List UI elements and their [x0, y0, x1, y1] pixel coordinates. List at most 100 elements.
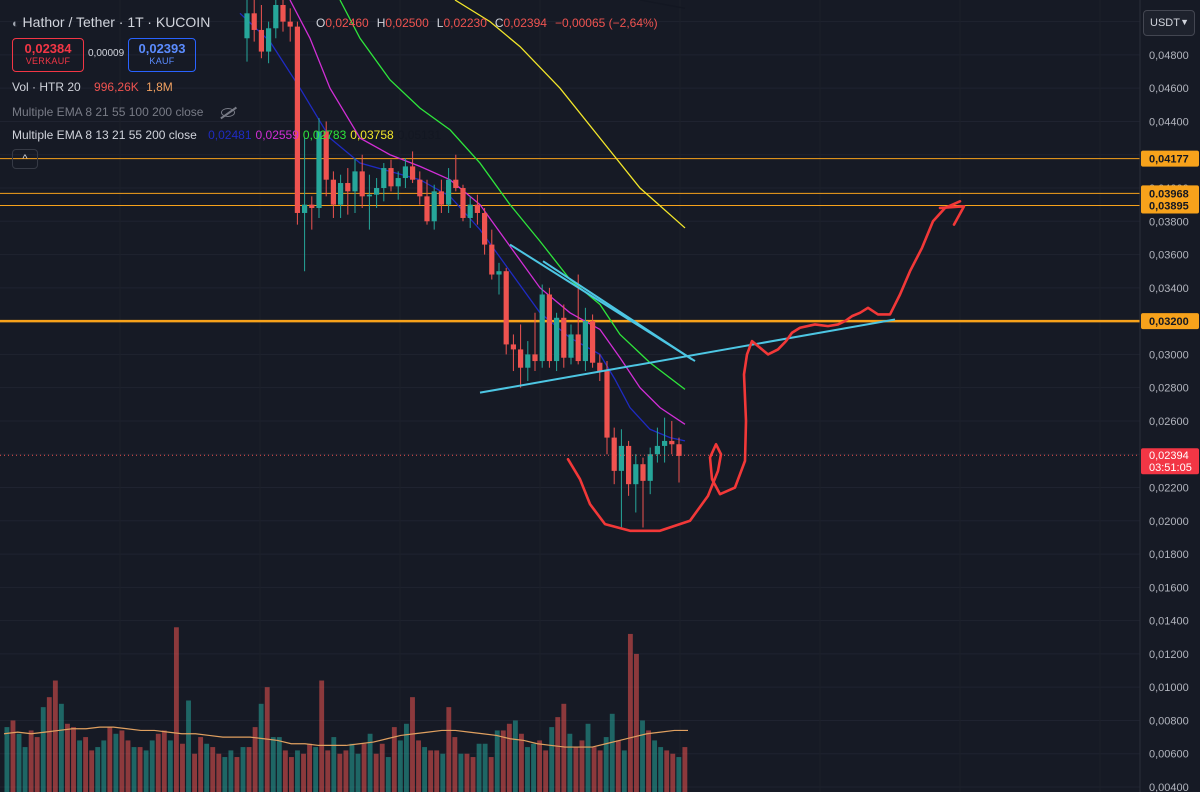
candle-body: [273, 4, 279, 29]
candle-body: [611, 437, 617, 471]
candle-body: [460, 188, 466, 218]
candle-body: [676, 444, 682, 456]
hand-drawings: [566, 200, 966, 533]
candle-body: [532, 354, 538, 362]
candle-body: [280, 4, 286, 22]
price-tick: 0,02600: [1149, 416, 1189, 428]
volume-bar: [40, 707, 46, 792]
volume-bar: [288, 757, 294, 792]
candle-body: [402, 166, 408, 179]
candle-body: [626, 445, 632, 485]
volume-bar: [646, 730, 651, 792]
price-tick: 0,01600: [1149, 582, 1189, 594]
volume-bar: [240, 747, 246, 792]
volume-bar: [270, 737, 276, 792]
candle-body: [316, 131, 322, 208]
volume-bar: [107, 727, 113, 792]
volume-bar: [210, 747, 216, 792]
volume-bar: [597, 750, 603, 792]
candle-body: [525, 354, 531, 368]
volume-bar: [331, 737, 337, 792]
volume-bar: [307, 743, 313, 792]
symbol-title[interactable]: Hathor / Tether · 1T · KUCOIN: [22, 14, 211, 30]
volume-bar: [652, 740, 658, 792]
candle-body: [266, 28, 272, 52]
buy-price: 0,02393: [138, 41, 186, 56]
ema-line: [339, 0, 686, 390]
volume-bar: [615, 740, 621, 792]
candle-body: [417, 179, 423, 197]
volume-bar: [488, 757, 494, 792]
candle-body: [244, 13, 250, 39]
price-tick: 0,04600: [1149, 83, 1189, 95]
candle-body: [654, 445, 660, 455]
volume-bar: [640, 720, 645, 792]
price-tick: 0,03800: [1149, 216, 1189, 228]
price-tick: 0,03400: [1149, 283, 1189, 295]
volume-bar: [46, 697, 52, 792]
ema-value-2: 0,02559: [255, 128, 299, 142]
level-badge-bg: [1141, 150, 1199, 167]
volume-bar: [95, 747, 101, 792]
volume-bar: [537, 740, 543, 792]
ema-visible-label: Multiple EMA 8 13 21 55 200 close: [12, 128, 197, 142]
candle-body: [438, 191, 444, 205]
volume-bar: [464, 753, 470, 792]
candle-body: [640, 464, 646, 481]
volume-bar: [155, 733, 161, 792]
volume-bar: [149, 740, 155, 792]
buy-button[interactable]: 0,02393 KAUF: [128, 38, 196, 72]
volume-bar: [391, 727, 397, 792]
price-tick: 0,02200: [1149, 483, 1189, 495]
price-tick: 0,01800: [1149, 549, 1189, 561]
candle-body: [546, 294, 552, 362]
candle-body: [294, 26, 300, 213]
ema-value-1: 0,02481: [208, 128, 252, 142]
ema-lines: [239, 0, 686, 442]
candle-body: [431, 191, 437, 222]
candle-body: [323, 131, 329, 180]
level-badge-bg: [1141, 185, 1199, 202]
volume-bar: [295, 750, 300, 792]
volume-bar: [83, 737, 89, 792]
volume-legend[interactable]: Vol · HTR 20 996,26K 1,8M: [12, 80, 173, 94]
ema-line: [289, 0, 686, 425]
current-price-value: 0,02394: [1149, 450, 1189, 462]
volume-bar: [658, 747, 664, 792]
ohlc-change: −0,00065 (−2,64%): [554, 16, 658, 30]
ema-visible-legend[interactable]: Multiple EMA 8 13 21 55 200 close 0,0248…: [12, 128, 441, 142]
volume-bar: [512, 720, 518, 792]
sell-button[interactable]: 0,02384 VERKAUF: [12, 38, 84, 72]
candle-body: [309, 204, 315, 208]
volume-bar: [476, 743, 482, 792]
candle-body: [568, 334, 574, 358]
volume-bar: [579, 740, 585, 792]
volume-bar: [58, 703, 64, 792]
volume-bar: [258, 703, 264, 792]
candle-body: [467, 204, 473, 218]
grid: [0, 21, 1140, 788]
volume-bar: [4, 727, 10, 792]
candle-body: [388, 168, 394, 187]
volume-bar: [561, 703, 567, 792]
candle-body: [575, 334, 581, 362]
volume-bar: [621, 750, 627, 792]
trendlines: [479, 243, 896, 394]
currency-selector[interactable]: USDT ▼: [1143, 10, 1195, 36]
ema-hidden-legend[interactable]: Multiple EMA 8 21 55 100 200 close: [12, 105, 235, 119]
candle-body: [561, 317, 567, 358]
collapse-legend-button[interactable]: ^: [12, 149, 38, 169]
candle-body: [662, 440, 668, 446]
candle-body: [359, 171, 365, 197]
volume-bar: [301, 753, 306, 792]
price-tick: 0,01000: [1149, 682, 1189, 694]
volume-bar: [440, 753, 446, 792]
candle-body: [597, 362, 603, 372]
eye-hidden-icon[interactable]: [220, 108, 235, 118]
volume-bar: [573, 747, 579, 792]
ohlc-key-o: O: [316, 16, 326, 30]
level-badge-label: 0,03968: [1149, 188, 1189, 200]
volume-bar: [373, 753, 379, 792]
volume-bar: [361, 743, 367, 792]
